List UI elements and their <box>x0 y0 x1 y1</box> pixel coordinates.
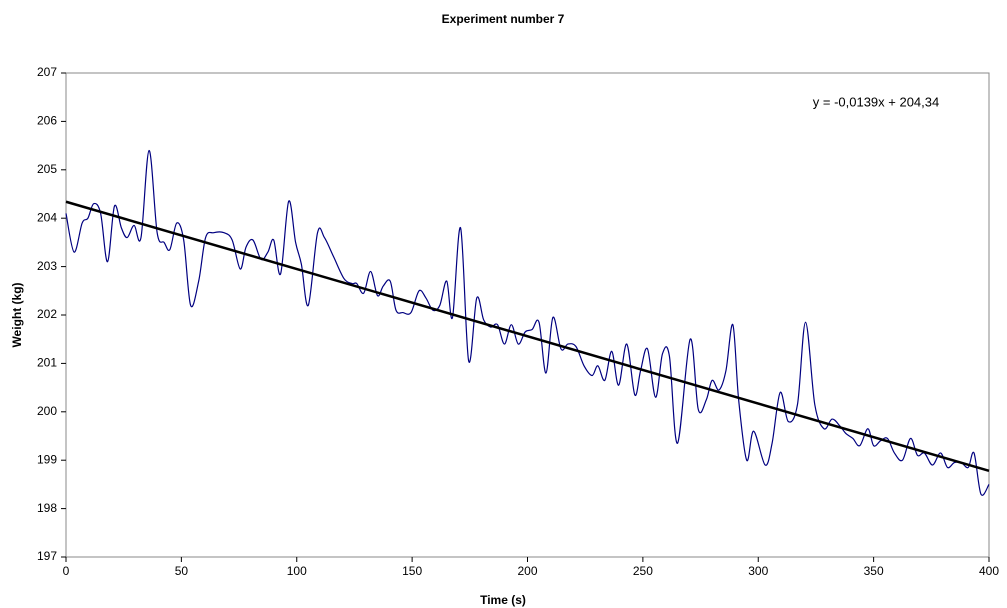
x-tick-label: 100 <box>287 564 307 578</box>
y-tick-label: 201 <box>37 356 57 370</box>
y-tick-label: 202 <box>37 307 57 321</box>
y-tick-label: 198 <box>37 501 57 515</box>
x-tick-label: 150 <box>402 564 422 578</box>
y-tick-label: 205 <box>37 162 57 176</box>
chart-title: Experiment number 7 <box>442 12 565 26</box>
x-tick-label: 200 <box>517 564 537 578</box>
y-tick-label: 200 <box>37 404 57 418</box>
x-tick-label: 250 <box>633 564 653 578</box>
y-tick-label: 207 <box>37 65 57 79</box>
x-tick-label: 50 <box>175 564 189 578</box>
trendline <box>65 200 990 473</box>
trend-equation: y = -0,0139x + 204,34 <box>813 94 939 109</box>
y-tick-label: 199 <box>37 452 57 466</box>
y-tick-label: 204 <box>37 210 57 224</box>
x-axis-label: Time (s) <box>480 593 526 607</box>
y-tick-label: 203 <box>37 259 57 273</box>
data-line <box>65 149 990 496</box>
plot-frame <box>65 72 990 558</box>
y-tick-label: 197 <box>37 549 57 563</box>
x-tick-label: 400 <box>979 564 999 578</box>
y-axis-label: Weight (kg) <box>10 282 24 347</box>
y-tick-label: 206 <box>37 114 57 128</box>
x-tick-label: 350 <box>864 564 884 578</box>
x-tick-label: 0 <box>63 564 70 578</box>
x-tick-label: 300 <box>748 564 768 578</box>
